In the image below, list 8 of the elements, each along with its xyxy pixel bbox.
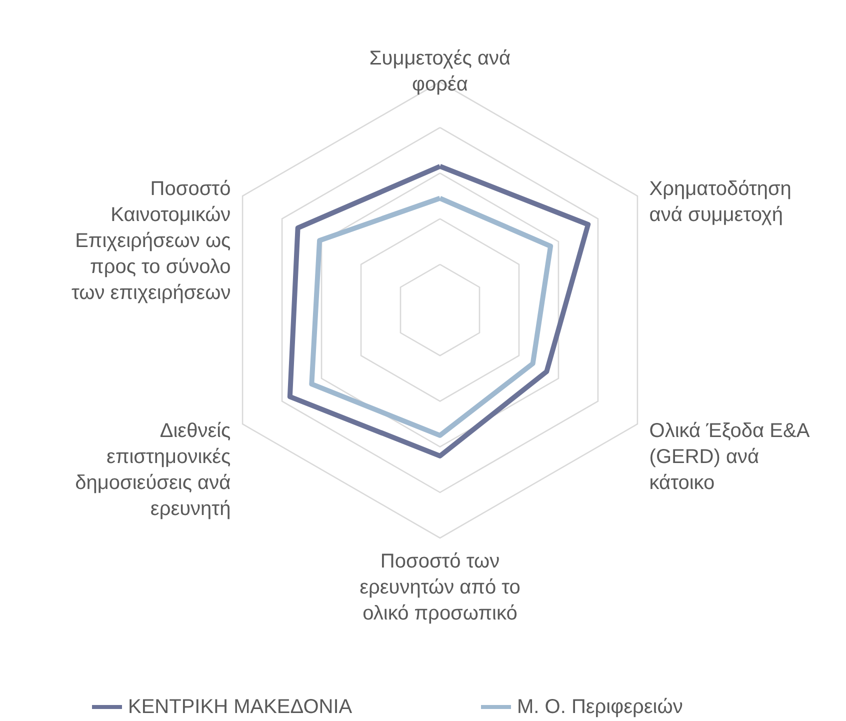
spoke-label: Συμμετοχές ανά φορέα bbox=[369, 47, 511, 96]
spoke-label: Ποσοστό Καινοτομικών Επιχειρήσεων ως προς το σύνολο των επιχειρήσεων bbox=[72, 178, 232, 304]
legend-label: ΚΕΝΤΡΙΚΗ ΜΑΚΕΔΟΝΙΑ bbox=[128, 696, 353, 718]
spoke-label: Ποσοστό των ερευνητών από το ολικό προσωπικό bbox=[360, 550, 520, 625]
spoke-label: Ολικά Έξοδα Ε&Α (GERD) ανά κάτοικο bbox=[649, 420, 810, 494]
legend-label: Μ. Ο. Περιφερειών bbox=[517, 696, 683, 718]
spoke-label: Χρηματοδότηση ανά συμμετοχή bbox=[649, 178, 792, 226]
spoke-label: Διεθνείς επιστημονικές δημοσιεύσεις ανά ερευνητή bbox=[75, 420, 232, 520]
